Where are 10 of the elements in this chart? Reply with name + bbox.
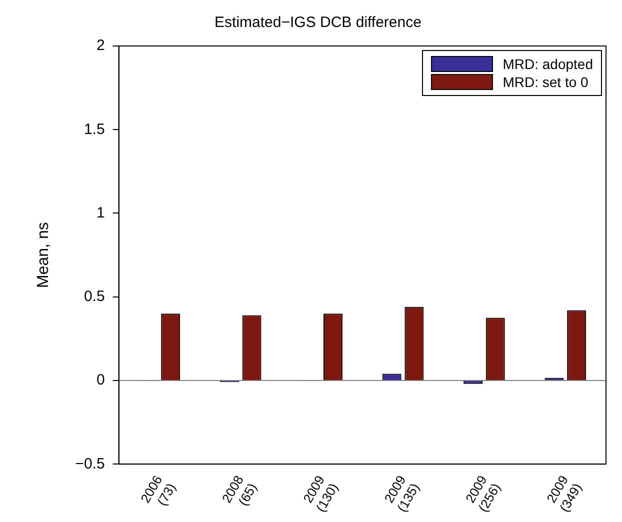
y-tick-label: 2 xyxy=(96,37,105,54)
y-tick-label: 0.5 xyxy=(84,288,105,306)
legend-label: MRD: set to 0 xyxy=(502,74,588,90)
legend-label: MRD: adopted xyxy=(502,56,593,72)
chart-title: Estimated−IGS DCB difference xyxy=(214,14,422,32)
y-axis-title: Mean, ns xyxy=(35,222,52,288)
y-tick-label: 1 xyxy=(96,204,105,222)
y-tick-label: 1.5 xyxy=(84,120,105,138)
y-tick-label: 0 xyxy=(96,372,105,389)
y-tick-label: −0.5 xyxy=(75,455,105,472)
